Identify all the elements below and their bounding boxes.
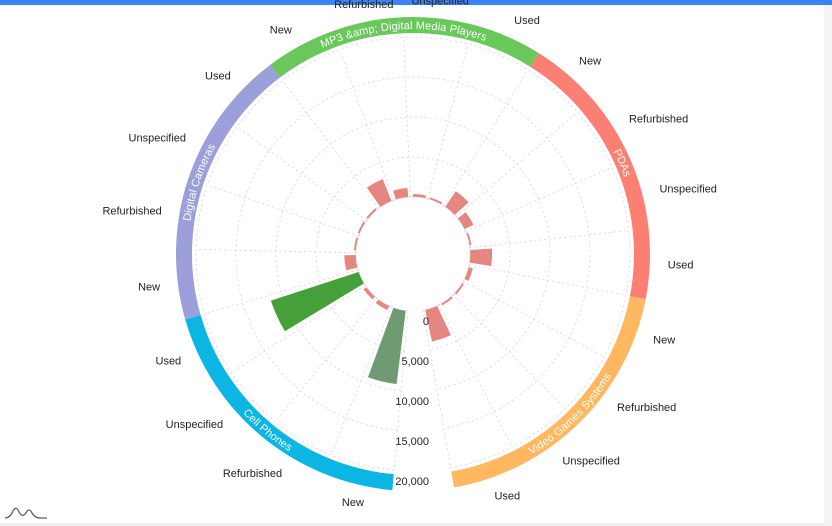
grid-spoke: [442, 69, 529, 206]
bar[interactable]: [362, 286, 376, 300]
grid-spoke: [463, 280, 605, 358]
radial-axis: 0 5,000 10,000 15,000 20,000: [395, 316, 429, 488]
scrollbar-track[interactable]: [824, 5, 832, 526]
bar[interactable]: [457, 211, 475, 230]
grid-spoke: [465, 167, 613, 232]
bar[interactable]: [366, 178, 393, 208]
category-band[interactable]: [270, 16, 539, 78]
grid-ring: [195, 36, 631, 471]
condition-label: Refurbished: [629, 113, 688, 125]
bar[interactable]: [454, 282, 465, 296]
grid-spoke: [452, 294, 566, 410]
bar[interactable]: [465, 231, 473, 247]
condition-label: Unspecified: [562, 456, 619, 468]
bar[interactable]: [463, 266, 474, 282]
grid-ring: [275, 116, 551, 391]
bar[interactable]: [440, 295, 454, 307]
grid-spoke: [231, 284, 366, 374]
condition-label: Refurbished: [334, 0, 393, 11]
condition-label: New: [270, 25, 292, 37]
axis-tick-label: 0: [423, 316, 429, 328]
condition-label: Unspecified: [659, 184, 716, 196]
top-accent-bar: [0, 0, 832, 5]
axis-tick-label: 15,000: [395, 436, 429, 448]
grid-spoke: [403, 37, 411, 198]
grid-spoke: [330, 306, 392, 455]
band-label-path: [191, 326, 384, 485]
grid-spoke: [282, 80, 380, 209]
condition-label: Used: [514, 15, 540, 27]
grid-spoke: [455, 112, 578, 218]
category-label-text: Video Games Systems: [527, 371, 615, 458]
bar[interactable]: [375, 298, 390, 311]
bar[interactable]: [412, 193, 427, 199]
bar[interactable]: [424, 305, 452, 343]
condition-label: Used: [494, 491, 520, 503]
bar[interactable]: [270, 271, 365, 332]
axis-tick-label: 20,000: [395, 476, 429, 488]
bar[interactable]: [429, 196, 443, 205]
grid-spoke: [393, 310, 409, 471]
condition-label: Used: [205, 71, 231, 83]
amcharts-logo-icon[interactable]: [4, 504, 48, 520]
bar[interactable]: [357, 220, 366, 235]
condition-label: Refurbished: [223, 468, 282, 480]
category-band[interactable]: [176, 64, 280, 320]
bar[interactable]: [444, 190, 470, 216]
condition-labels: New Refurbished Unspecified Used New Refurbis…: [102, 0, 716, 509]
condition-label: Used: [668, 260, 694, 272]
category-label: Video Games Systems: [527, 371, 615, 458]
grid-spoke: [204, 269, 359, 315]
category-band[interactable]: [185, 314, 394, 491]
axis-tick-label: 5,000: [401, 356, 429, 368]
grid-ring: [355, 196, 471, 312]
grid-spoke: [274, 297, 378, 422]
bar[interactable]: [343, 254, 358, 271]
condition-label: New: [579, 55, 601, 67]
axis-tick-label: 10,000: [395, 396, 429, 408]
grid-spoke: [422, 310, 452, 468]
category-band[interactable]: [530, 53, 650, 300]
condition-label: Unspecified: [411, 0, 468, 7]
condition-label: Refurbished: [102, 205, 161, 217]
grid-spoke: [468, 264, 627, 296]
condition-label: New: [138, 282, 160, 294]
condition-label: New: [342, 497, 364, 509]
category-band[interactable]: [451, 296, 646, 488]
condition-label: Unspecified: [166, 419, 223, 431]
bottom-edge: [0, 523, 832, 526]
bar[interactable]: [469, 247, 493, 267]
bar[interactable]: [365, 207, 378, 220]
bar[interactable]: [367, 307, 407, 385]
condition-label: Unspecified: [129, 133, 186, 145]
bar[interactable]: [392, 187, 409, 201]
grid-ring: [235, 76, 591, 431]
grid-spoke: [427, 44, 469, 199]
chart-bars: [270, 178, 493, 385]
grid-spoke: [339, 49, 395, 201]
grid-spoke: [469, 229, 629, 249]
bar[interactable]: [353, 236, 359, 251]
grid-spoke: [438, 304, 513, 448]
condition-label: Refurbished: [617, 402, 676, 414]
grid-spoke: [236, 126, 367, 222]
grid-spoke: [207, 184, 360, 237]
condition-label: Used: [156, 355, 182, 367]
grid-spoke: [196, 248, 357, 254]
condition-label: New: [653, 335, 675, 347]
